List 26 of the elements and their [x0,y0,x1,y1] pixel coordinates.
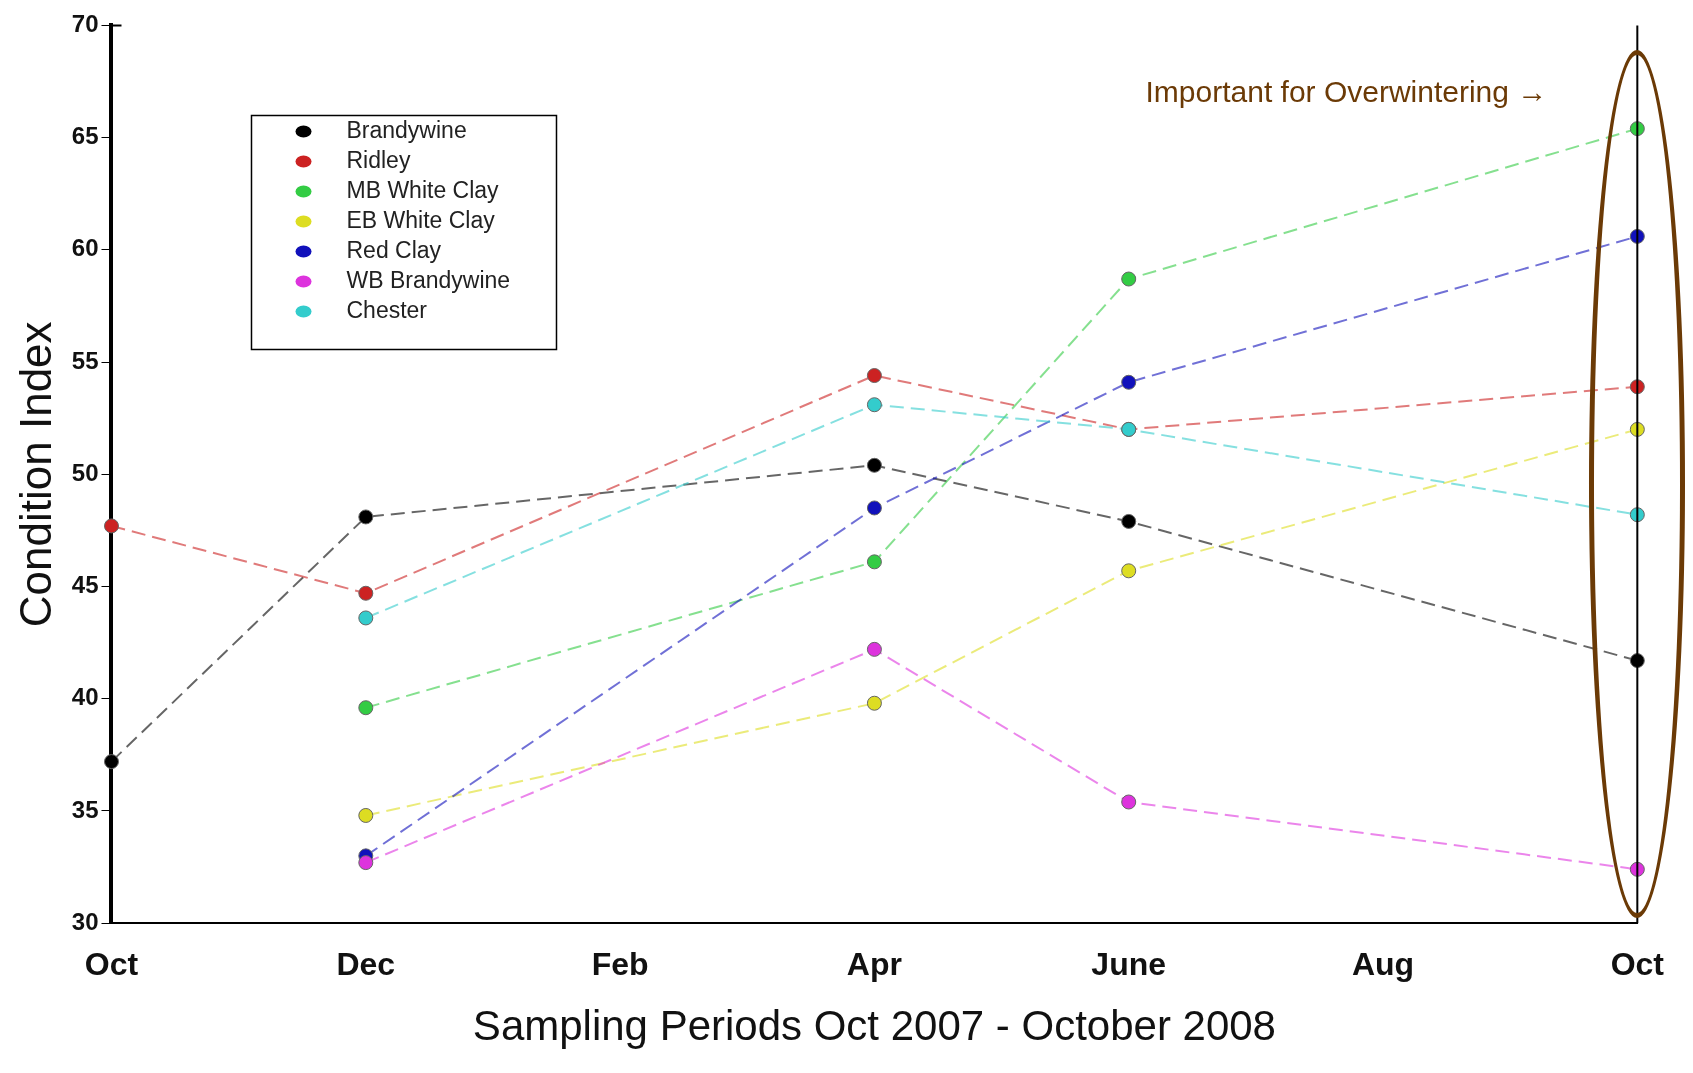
x-tick-label: Apr [846,946,902,983]
annotation: Important for Overwintering → [1145,74,1548,108]
x-tick-label: Aug [1351,946,1415,983]
x-tick-label: Dec [336,946,396,983]
legend-label: EB White Clay [346,206,496,233]
legend-label: Ridley [346,146,411,173]
legend-label: Brandywine [346,116,467,143]
y-tick-label: 35 [71,795,99,823]
x-tick-label: Feb [591,946,649,983]
legend-label: MB White Clay [346,176,500,203]
x-tick-label: Oct [84,946,139,983]
y-tick-label: 30 [71,907,99,935]
y-tick-label: 70 [71,10,99,38]
x-tick-label: Oct [1610,946,1665,983]
y-tick-label: 60 [71,234,99,262]
legend-label: Chester [346,296,428,323]
y-tick-label: 55 [71,346,99,374]
x-axis-title: Sampling Periods Oct 2007 - October 2008 [472,1002,1276,1050]
y-axis-title: Condition Index [10,321,60,628]
y-tick-label: 65 [71,122,99,150]
y-tick-label: 45 [71,571,99,599]
y-tick-label: 50 [71,458,99,486]
legend-label: Red Clay [346,236,442,263]
y-tick-label: 40 [71,683,99,711]
x-tick-label: June [1091,946,1167,983]
legend-label: WB Brandywine [346,266,511,293]
